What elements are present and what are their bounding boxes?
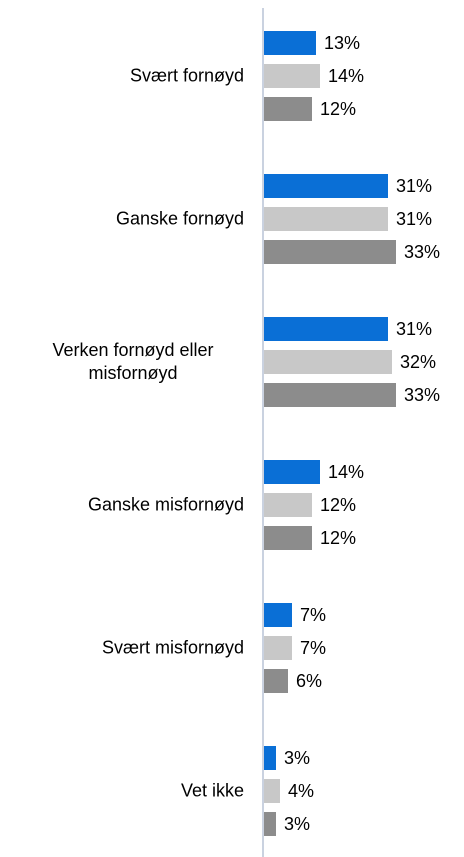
value-label: 14%: [328, 462, 364, 482]
category-label: Ganske fornøyd: [4, 208, 244, 231]
value-label: 3%: [284, 748, 310, 768]
category-label: Svært fornøyd: [4, 65, 244, 88]
bar: [264, 207, 388, 231]
value-label: 31%: [396, 176, 432, 196]
value-label: 33%: [404, 385, 440, 405]
value-label: 12%: [320, 528, 356, 548]
value-label: 12%: [320, 495, 356, 515]
bar: [264, 31, 316, 55]
category-label: Verken fornøyd eller misfornøyd: [4, 339, 244, 385]
value-label: 12%: [320, 99, 356, 119]
value-label: 4%: [288, 781, 314, 801]
bar: [264, 317, 388, 341]
value-label: 14%: [328, 66, 364, 86]
bar: [264, 779, 280, 803]
value-label: 31%: [396, 319, 432, 339]
value-label: 7%: [300, 638, 326, 658]
category-text: Svært fornøyd: [129, 65, 244, 86]
value-label: 31%: [396, 209, 432, 229]
category-text: Ganske misfornøyd: [87, 494, 244, 515]
value-label: 13%: [324, 33, 360, 53]
bar: [264, 746, 276, 770]
category-text: Vet ikke: [180, 780, 244, 801]
category-label: Ganske misfornøyd: [4, 494, 244, 517]
bar: [264, 636, 292, 660]
bar: [264, 350, 392, 374]
bar: [264, 460, 320, 484]
bar: [264, 174, 388, 198]
category-text: Verken fornøyd eller misfornøyd: [52, 340, 214, 383]
value-label: 3%: [284, 814, 310, 834]
value-label: 33%: [404, 242, 440, 262]
bar: [264, 526, 312, 550]
bar: [264, 97, 312, 121]
bar: [264, 812, 276, 836]
category-text: Svært misfornøyd: [101, 637, 244, 658]
bar: [264, 383, 396, 407]
category-label: Svært misfornøyd: [4, 637, 244, 660]
bar: [264, 603, 292, 627]
bar: [264, 493, 312, 517]
value-label: 6%: [296, 671, 322, 691]
value-label: 32%: [400, 352, 436, 372]
value-label: 7%: [300, 605, 326, 625]
bar: [264, 240, 396, 264]
bar: [264, 669, 288, 693]
bar: [264, 64, 320, 88]
category-label: Vet ikke: [4, 780, 244, 803]
category-text: Ganske fornøyd: [115, 208, 244, 229]
